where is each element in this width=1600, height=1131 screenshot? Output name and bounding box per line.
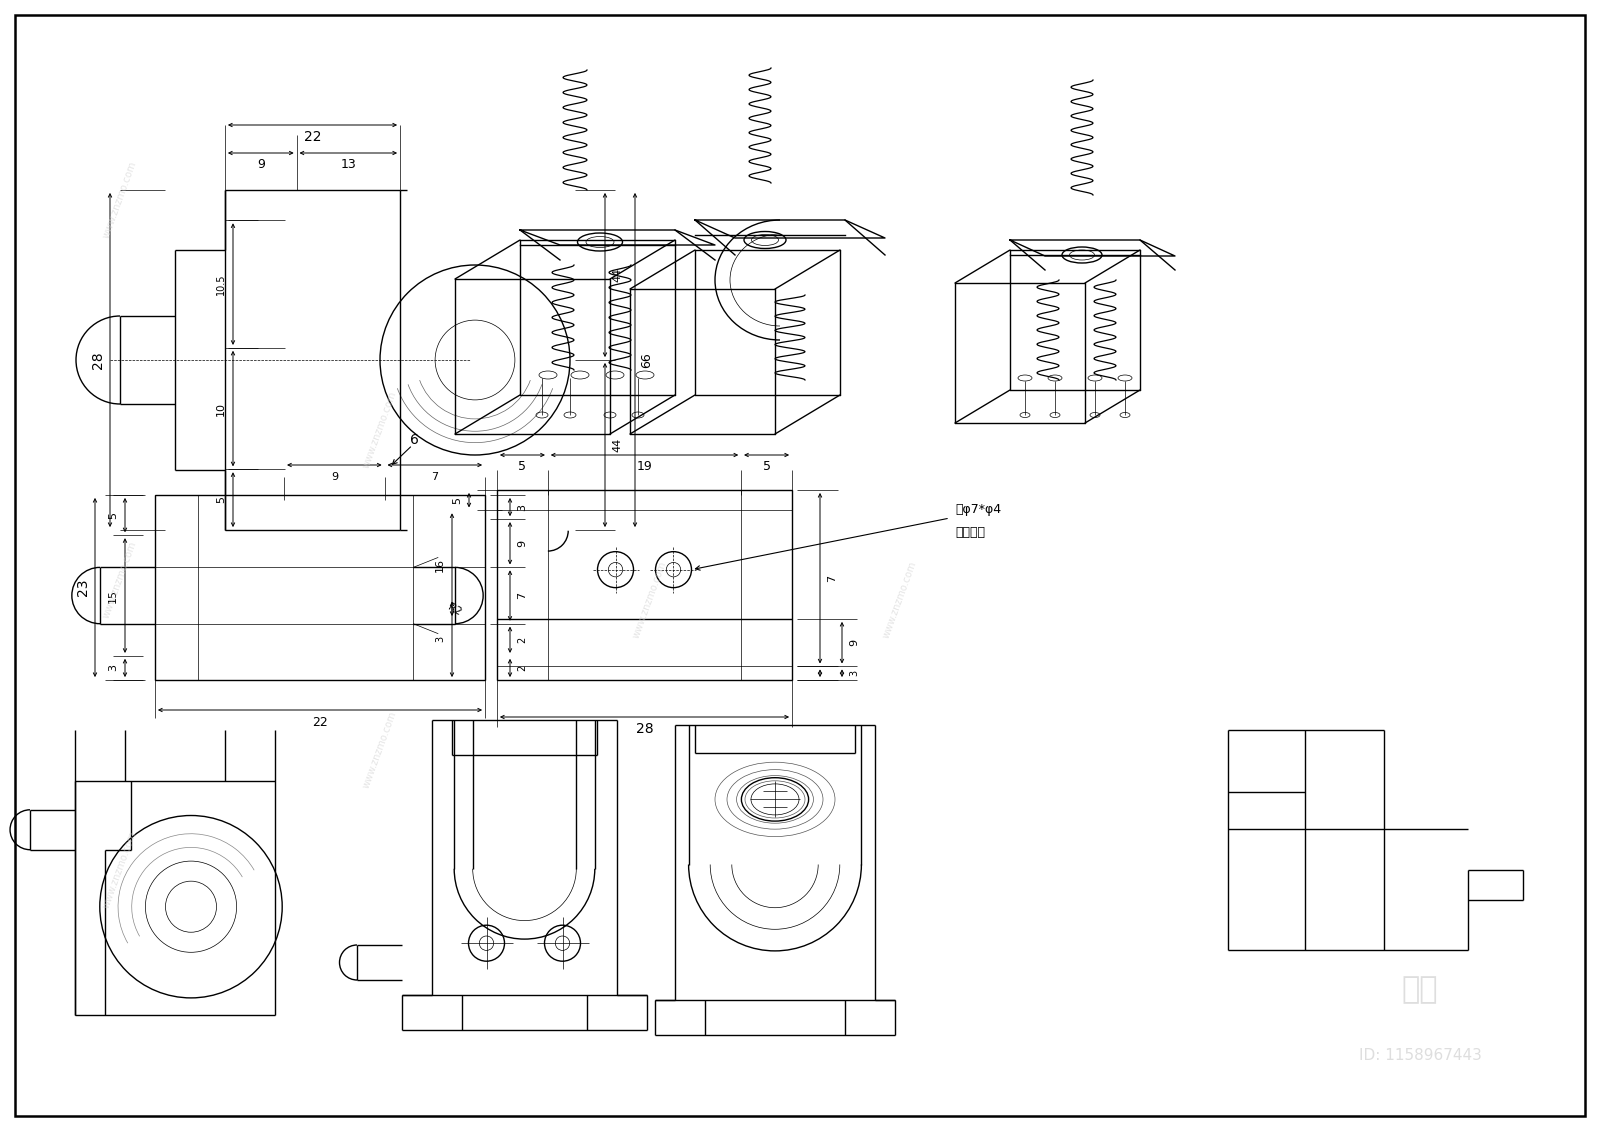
Text: 66: 66 [640,352,653,368]
Text: 3: 3 [435,637,445,642]
Text: 13: 13 [341,158,357,172]
Text: 5: 5 [453,497,462,503]
Text: 10.5: 10.5 [216,274,226,295]
Text: 5: 5 [518,460,526,474]
Text: 3: 3 [517,503,526,510]
Text: 9: 9 [258,158,264,172]
Text: 22: 22 [312,716,328,728]
Text: 6: 6 [410,433,419,447]
Text: 19: 19 [637,460,653,474]
Text: 9: 9 [850,639,859,646]
Text: 10: 10 [216,402,226,415]
Text: www.znzmo.com: www.znzmo.com [882,560,918,640]
Text: www.znzmo.com: www.znzmo.com [101,161,139,240]
Text: 7: 7 [432,472,438,482]
Text: 9: 9 [517,539,526,546]
Text: 钻φ7*φ4: 钻φ7*φ4 [955,503,1002,517]
Text: 44: 44 [611,438,622,452]
Text: 16: 16 [435,558,445,571]
Text: 2: 2 [517,665,526,671]
Text: 知末: 知末 [1402,976,1438,1004]
Text: 7: 7 [517,592,526,599]
Text: 7: 7 [827,575,837,581]
Text: R2: R2 [446,602,464,618]
Text: 5: 5 [109,511,118,519]
Text: 5: 5 [763,460,771,474]
Text: 3: 3 [850,671,859,676]
Text: 的沙拉孔: 的沙拉孔 [955,526,986,538]
Text: 28: 28 [635,722,653,736]
Text: 28: 28 [91,352,106,369]
Text: 44: 44 [611,268,622,282]
Text: 3: 3 [109,664,118,672]
Text: ID: 1158967443: ID: 1158967443 [1358,1047,1482,1062]
Text: www.znzmo.com: www.znzmo.com [362,710,398,789]
Text: www.znzmo.com: www.znzmo.com [101,541,139,620]
Text: www.znzmo.com: www.znzmo.com [362,390,398,470]
Bar [155,495,485,680]
Bar [498,490,792,680]
Text: 2: 2 [517,637,526,642]
Text: 5: 5 [216,497,226,503]
Text: www.znzmo.com: www.znzmo.com [632,560,669,640]
Text: www.znzmo.com: www.znzmo.com [101,830,139,910]
Text: 22: 22 [304,130,322,144]
Text: 9: 9 [331,472,338,482]
Text: 23: 23 [77,579,90,596]
Text: 15: 15 [109,588,118,603]
